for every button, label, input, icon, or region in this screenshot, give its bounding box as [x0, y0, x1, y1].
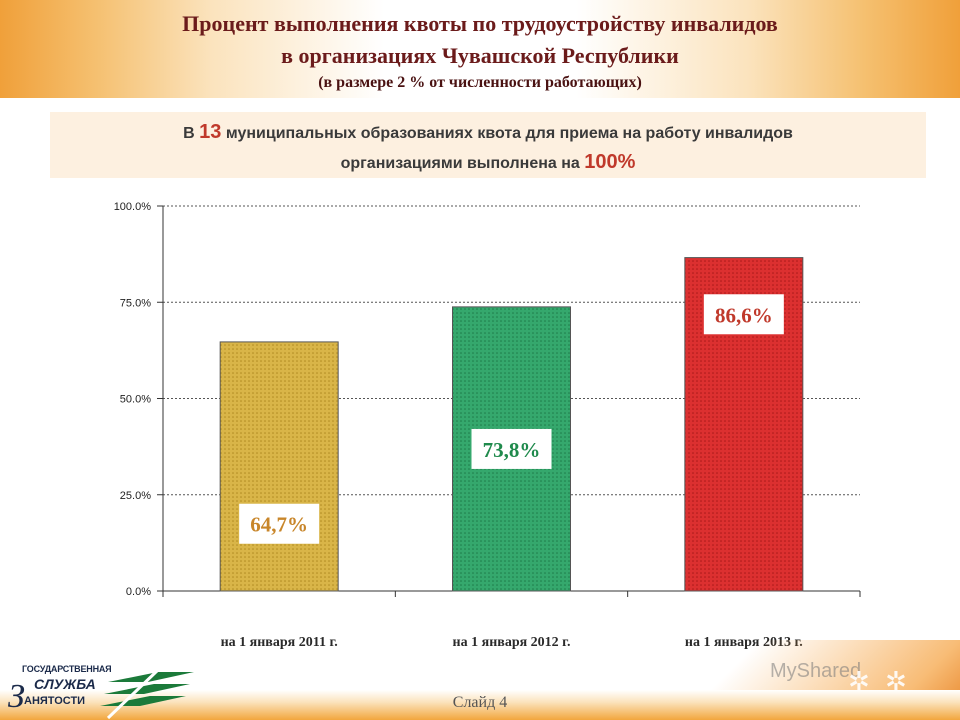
logo-line-3: АНЯТОСТИ [24, 695, 86, 707]
data-label: 64,7% [250, 513, 308, 537]
y-tick-label: 25.0% [120, 490, 151, 502]
data-label: 86,6% [715, 303, 773, 327]
data-label: 73,8% [483, 438, 541, 462]
title-line-2: в организациях Чувашской Республики [281, 43, 679, 68]
bar [219, 341, 339, 592]
y-tick-label: 50.0% [120, 394, 151, 406]
title-line-3: (в размере 2 % от численности работающих… [318, 74, 642, 91]
banner-line-1: В 13 муниципальных образованиях квота дл… [183, 121, 793, 143]
data-label-box [703, 294, 784, 335]
watermark: MyShared [770, 660, 862, 682]
star-decorations: ✲ ✲ [848, 666, 911, 696]
page-title: Процент выполнения квоты по трудоустройс… [0, 8, 960, 94]
banner-line-2: организациями выполнена на 100% [340, 151, 636, 173]
logo-letter: З [8, 678, 25, 715]
logo-line-1: ГОСУДАРСТВЕННАЯ [22, 664, 112, 674]
logo-stripes [100, 668, 194, 720]
data-label-box [239, 503, 320, 544]
y-tick-label: 0.0% [126, 586, 151, 598]
header-band [0, 0, 960, 98]
title-line-1: Процент выполнения квоты по трудоустройс… [182, 11, 778, 36]
banner-count: 13 [199, 121, 222, 143]
logo-line-2: СЛУЖБА [34, 676, 96, 692]
info-banner: В 13 муниципальных образованиях квота дл… [50, 112, 926, 178]
y-tick-label: 100.0% [114, 201, 152, 213]
footer-band [0, 690, 960, 720]
x-tick-label: на 1 января 2012 г. [453, 635, 571, 650]
logo: З ГОСУДАРСТВЕННАЯ СЛУЖБА АНЯТОСТИ [8, 664, 198, 720]
banner-percent: 100% [584, 151, 636, 173]
y-tick-label: 75.0% [120, 297, 151, 309]
data-label-box [471, 428, 552, 469]
slide-number: Слайд 4 [452, 694, 508, 711]
x-tick-label: на 1 января 2011 г. [221, 635, 338, 650]
